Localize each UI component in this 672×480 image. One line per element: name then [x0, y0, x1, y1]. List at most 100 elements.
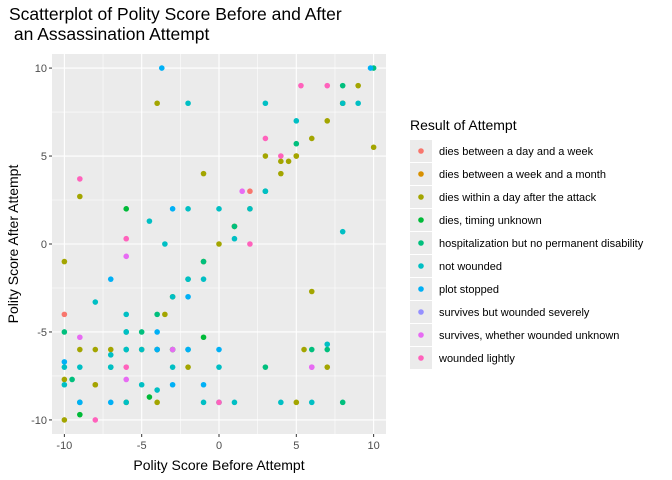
x-tick-label: -5: [137, 440, 147, 452]
data-point-series-5: [169, 293, 176, 300]
data-point-series-3: [146, 394, 153, 400]
data-point-series-4: [231, 223, 238, 230]
data-point-series-6: [185, 346, 191, 353]
data-point-series-2: [92, 346, 99, 353]
data-point-series-6: [185, 293, 191, 300]
y-tick-label: 5: [41, 151, 47, 163]
data-point-series-5: [216, 364, 222, 370]
data-point-series-4: [61, 329, 68, 335]
legend-label: plot stopped: [439, 284, 499, 296]
data-point-series-8: [308, 364, 315, 370]
data-point-series-9: [216, 399, 222, 406]
legend-label: dies, timing unknown: [439, 215, 542, 227]
data-point-series-2: [285, 158, 292, 165]
legend-label: dies between a day and a week: [439, 146, 594, 158]
data-point-series-6: [154, 329, 160, 335]
data-point-series-9: [92, 417, 99, 423]
legend: Result of Attempt dies between a day and…: [410, 117, 644, 369]
legend-label: hospitalization but no permanent disabil…: [439, 238, 644, 250]
data-point-series-2: [154, 100, 160, 107]
data-point-series-2: [324, 118, 331, 124]
y-tick-label: -10: [31, 415, 47, 427]
legend-label: survives, whether wounded unknown: [439, 330, 619, 342]
data-point-series-2: [278, 158, 284, 165]
data-point-series-4: [138, 329, 145, 335]
data-point-series-5: [154, 387, 160, 393]
y-axis: -10 -5 0 5 10: [31, 63, 52, 427]
data-point-series-2: [107, 346, 114, 353]
x-tick-label: 0: [216, 440, 222, 452]
data-point-series-6: [200, 381, 207, 388]
data-point-series-5: [185, 100, 191, 107]
data-point-series-5: [162, 241, 168, 247]
data-point-series-5: [216, 206, 222, 212]
data-point-series-5: [61, 381, 68, 388]
data-point-series-5: [262, 100, 269, 107]
data-point-series-2: [308, 135, 315, 142]
data-point-series-5: [262, 188, 269, 195]
data-point-series-4: [293, 140, 300, 147]
chart-title-line-1: Scatterplot of Polity Score Before and A…: [9, 4, 342, 24]
data-point-series-5: [92, 299, 99, 305]
data-point-series-5: [123, 311, 130, 318]
data-point-series-2: [154, 399, 160, 406]
legend-key-point: [418, 355, 424, 361]
legend-label: dies within a day after the attack: [439, 192, 597, 204]
data-point-series-3: [77, 411, 83, 418]
data-point-series-2: [308, 288, 315, 295]
data-point-series-2: [301, 346, 307, 353]
data-point-series-6: [216, 346, 222, 353]
data-point-series-2: [324, 364, 331, 370]
data-point-series-6: [367, 65, 374, 71]
legend-key-point: [418, 171, 424, 177]
legend-key-point: [418, 240, 424, 246]
data-point-series-6: [169, 206, 176, 212]
data-point-series-9: [262, 135, 269, 142]
data-point-series-2: [278, 170, 284, 177]
legend-label: wounded lightly: [438, 353, 515, 365]
chart-title-line-2: an Assassination Attempt: [9, 24, 210, 44]
data-point-series-9: [123, 235, 130, 242]
data-point-series-5: [185, 276, 191, 282]
data-point-series-2: [200, 170, 207, 177]
data-point-series-9: [123, 364, 130, 370]
data-point-series-2: [77, 346, 83, 353]
data-point-series-5: [324, 341, 331, 348]
data-point-series-2: [370, 144, 377, 151]
legend-title: Result of Attempt: [410, 117, 517, 133]
data-point-series-4: [200, 258, 207, 265]
data-point-series-6: [158, 65, 165, 71]
data-point-series-9: [247, 241, 253, 247]
legend-label: survives but wounded severely: [439, 307, 590, 319]
data-point-series-8: [77, 334, 83, 341]
data-point-series-5: [200, 399, 207, 406]
data-point-series-2: [293, 399, 300, 406]
data-point-series-5: [138, 381, 145, 388]
legend-key-point: [418, 217, 424, 223]
data-point-series-3: [200, 334, 207, 341]
data-point-series-5: [107, 352, 114, 358]
data-point-series-6: [61, 359, 68, 365]
data-point-series-5: [247, 206, 253, 212]
data-point-series-5: [293, 118, 300, 124]
data-point-series-9: [278, 153, 284, 159]
data-point-series-8: [239, 188, 245, 195]
data-point-series-5: [107, 364, 114, 370]
data-point-series-6: [77, 399, 83, 406]
data-point-series-2: [162, 311, 168, 318]
data-point-series-5: [339, 228, 346, 235]
data-point-series-4: [308, 346, 315, 353]
data-points: [61, 65, 377, 423]
data-point-series-2: [61, 376, 68, 383]
legend-key-point: [418, 286, 424, 292]
data-point-series-5: [231, 235, 238, 242]
data-point-series-5: [123, 329, 130, 335]
y-tick-label: 0: [41, 239, 47, 251]
data-point-series-6: [107, 276, 114, 282]
legend-label: dies between a week and a month: [439, 169, 606, 181]
data-point-series-2: [92, 381, 99, 388]
y-tick-label: -5: [37, 327, 47, 339]
data-point-series-4: [324, 346, 331, 353]
data-point-series-2: [262, 153, 269, 159]
data-point-series-6: [107, 399, 114, 406]
